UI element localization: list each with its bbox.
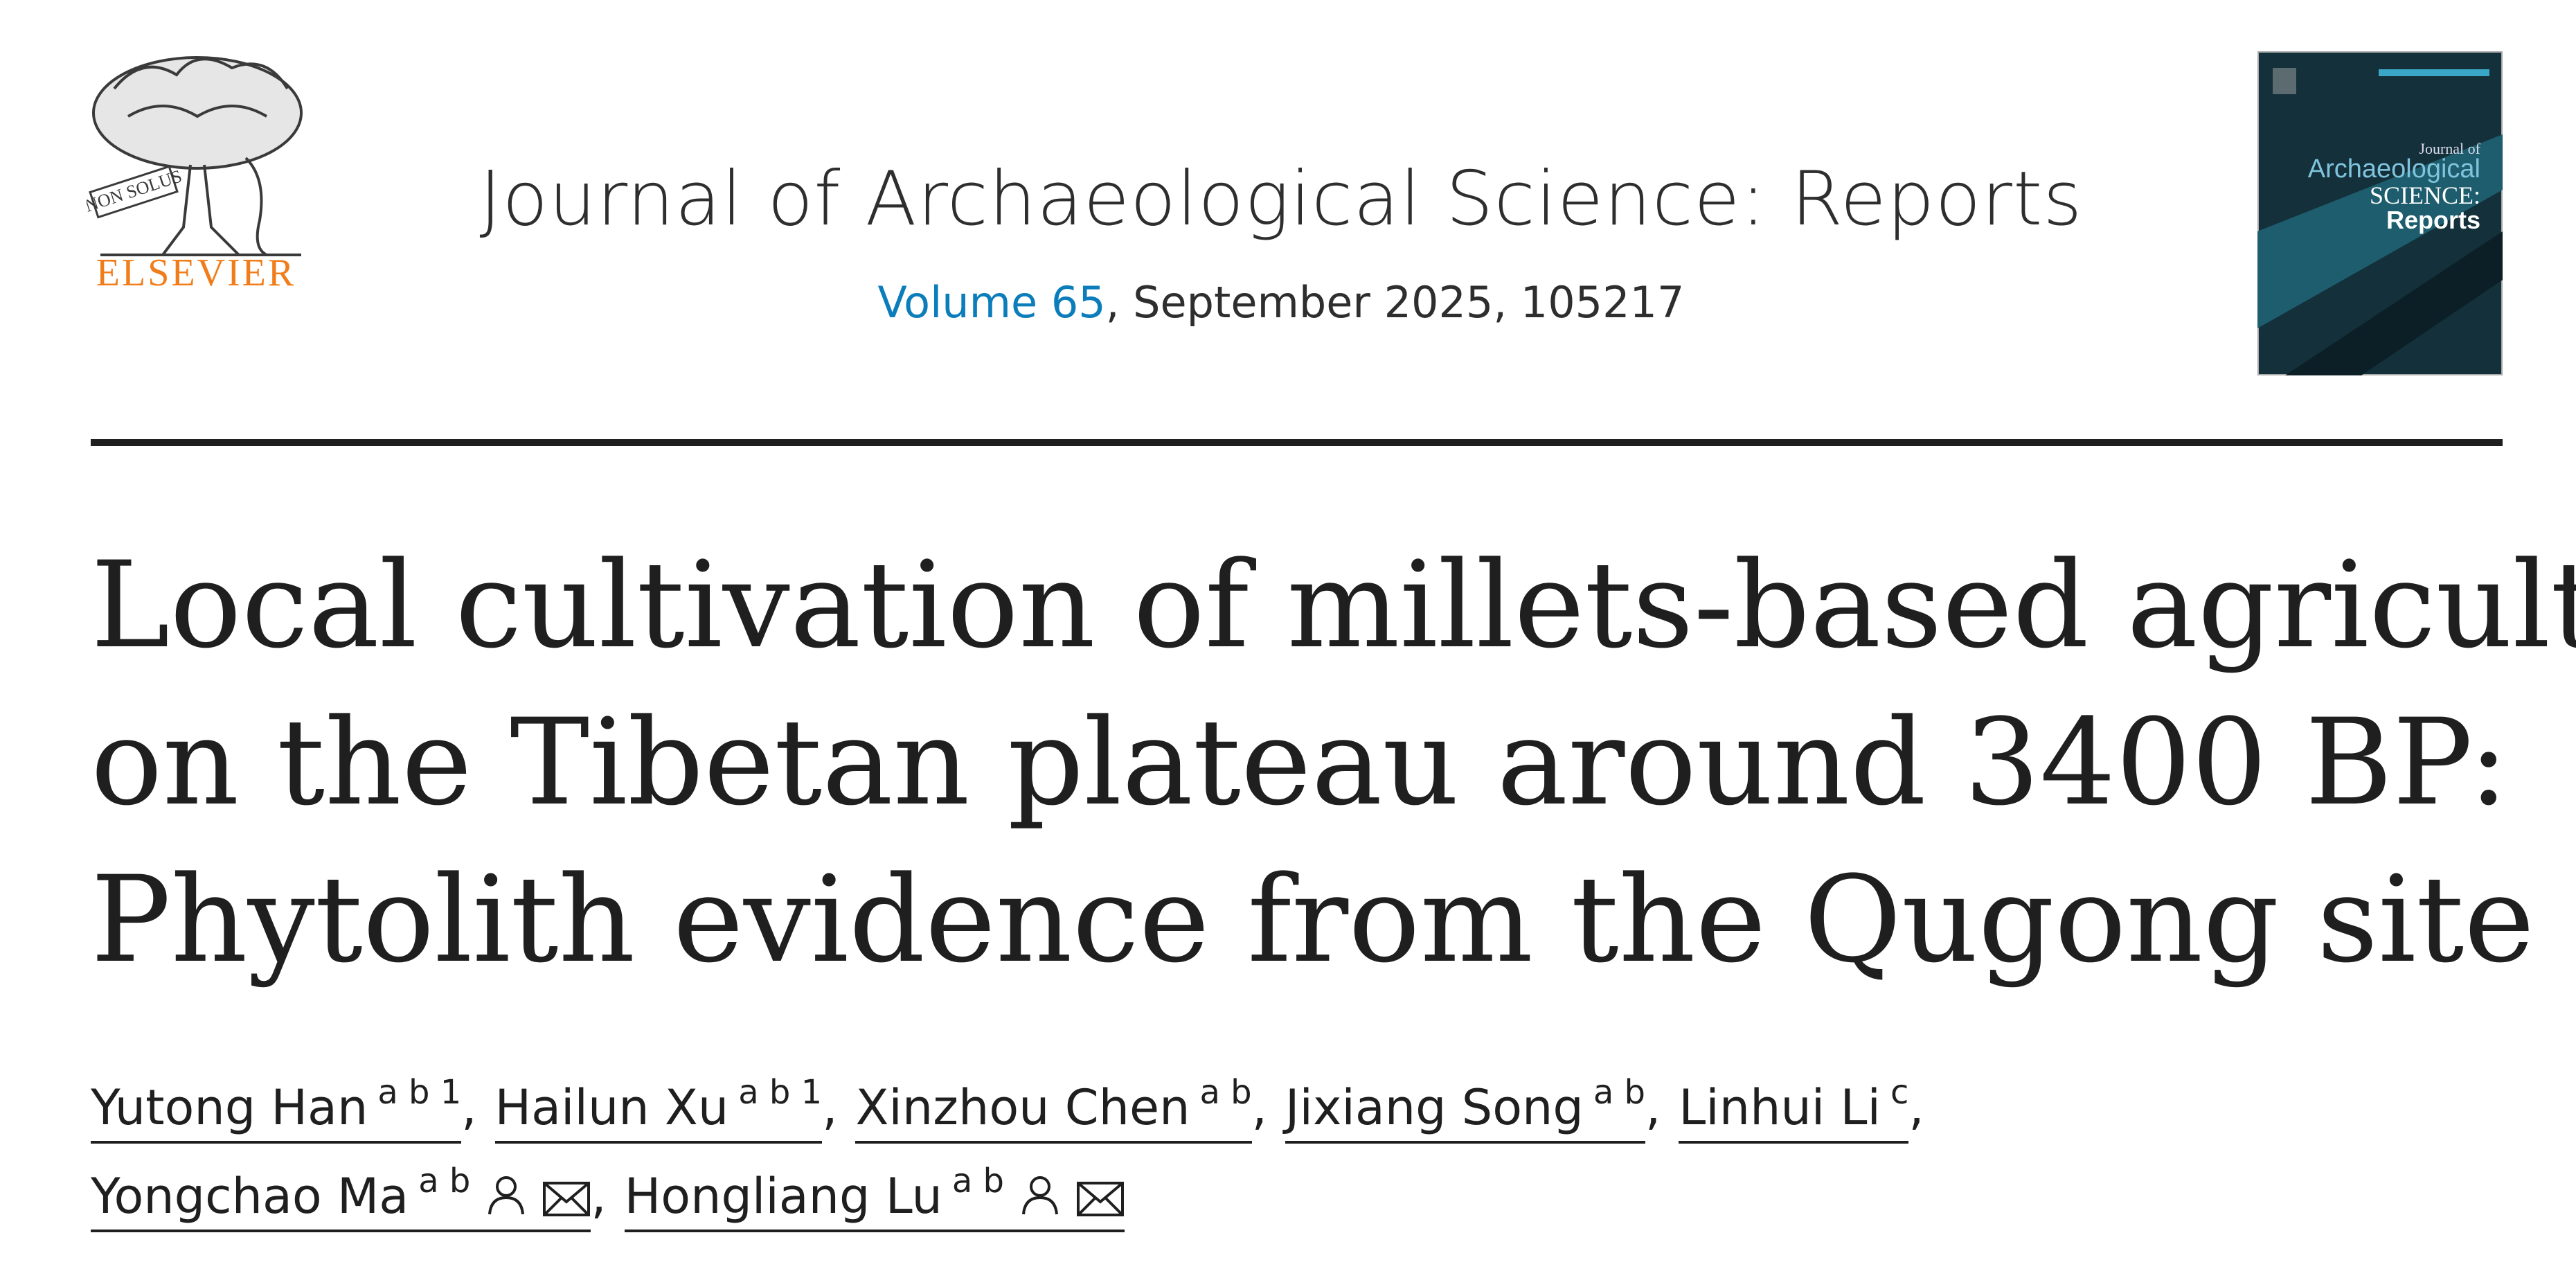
author[interactable]: Hailun Xu a b 1: [494, 1073, 823, 1144]
separator: ,: [1251, 1079, 1267, 1136]
email-icon[interactable]: [1076, 1181, 1125, 1217]
volume-info: Volume 65, September 2025, 105217: [346, 277, 2216, 328]
author[interactable]: Jixiang Song a b: [1285, 1074, 1645, 1144]
cover-line: Journal of: [2419, 140, 2480, 157]
cover-line: Archaeological: [2308, 154, 2480, 184]
author-name: Xinzhou Chen: [855, 1079, 1190, 1136]
affiliation: a b 1: [377, 1073, 462, 1112]
author[interactable]: Linhui Li c: [1679, 1073, 1909, 1144]
person-icon[interactable]: [1019, 1174, 1061, 1217]
separator: ,: [1908, 1079, 1924, 1136]
volume-link[interactable]: Volume 65: [877, 277, 1106, 328]
author-name: Hailun Xu: [494, 1079, 729, 1136]
author[interactable]: Hongliang Lu a b: [624, 1162, 1125, 1232]
publisher-name: ELSEVIER: [96, 251, 296, 294]
author[interactable]: Yutong Han a b 1: [91, 1073, 462, 1144]
journal-title[interactable]: Journal of Archaeological Science: Repor…: [479, 156, 2083, 242]
separator: ,: [1645, 1079, 1661, 1136]
cover-line: Reports: [2386, 206, 2480, 234]
separator: ,: [822, 1079, 838, 1136]
title-line: on the Tibetan plateau around 3400 BP:: [91, 693, 2509, 832]
affiliation: a b 1: [738, 1073, 823, 1112]
affiliation: a b: [951, 1162, 1005, 1200]
journal-cover[interactable]: Journal of Archaeological SCIENCE: Repor…: [2257, 51, 2503, 375]
person-icon[interactable]: [485, 1174, 527, 1217]
author[interactable]: Xinzhou Chen a b: [855, 1073, 1252, 1144]
author[interactable]: Yongchao Ma a b: [91, 1163, 591, 1232]
cover-line: SCIENCE:: [2370, 181, 2480, 209]
author-name: Hongliang Lu: [624, 1168, 942, 1225]
title-line: Phytolith evidence from the Qugong site: [91, 850, 2535, 989]
affiliation: c: [1890, 1073, 1909, 1112]
article-title: Local cultivation of millets-based agric…: [91, 526, 2576, 998]
separator: ,: [461, 1079, 477, 1136]
affiliation: a b: [1593, 1073, 1645, 1112]
author-list: Yutong Han a b 1, Hailun Xu a b 1, Xinzhou C…: [91, 1063, 2480, 1241]
affiliation: a b: [418, 1162, 471, 1200]
title-line: Local cultivation of millets-based agric…: [91, 535, 2576, 675]
affiliation: a b: [1199, 1073, 1252, 1112]
author-name: Jixiang Song: [1285, 1079, 1584, 1136]
divider: [91, 439, 2503, 446]
issue-info: , September 2025, 105217: [1105, 277, 1685, 328]
separator: ,: [591, 1168, 607, 1225]
author-name: Yutong Han: [91, 1079, 368, 1136]
elsevier-logo[interactable]: NON SOLUS ELSEVIER: [87, 47, 315, 296]
author-name: Yongchao Ma: [91, 1168, 409, 1225]
email-icon[interactable]: [542, 1181, 591, 1217]
author-name: Linhui Li: [1679, 1079, 1881, 1136]
